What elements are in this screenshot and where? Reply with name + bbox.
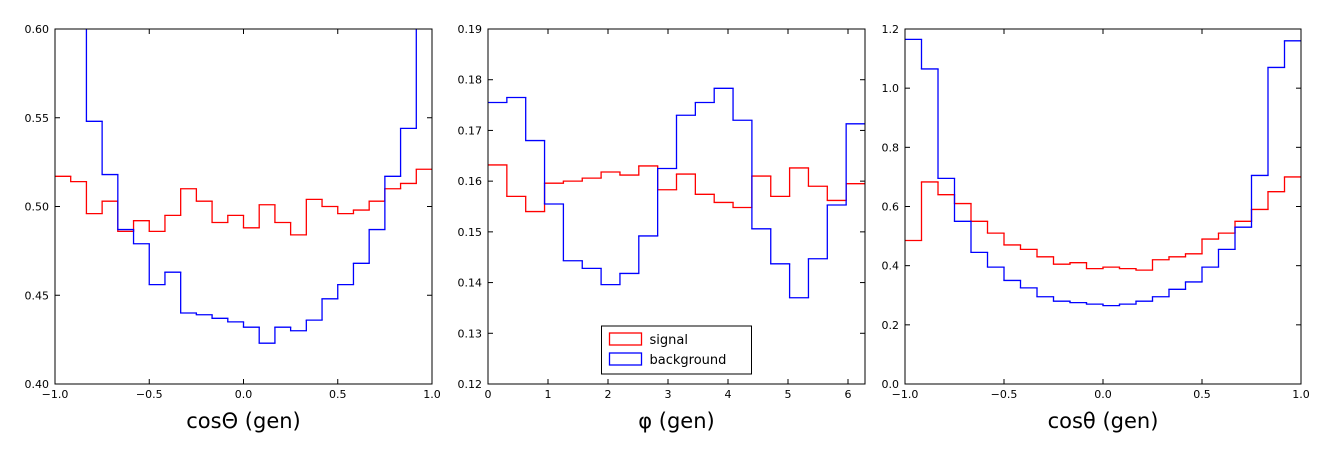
- y-tick-label: 0.2: [882, 319, 900, 332]
- y-tick-label: 0.40: [25, 378, 50, 391]
- y-tick-label: 0.13: [458, 327, 483, 340]
- y-tick-label: 0.45: [25, 289, 50, 302]
- axes-frame: [487, 28, 866, 385]
- x-tick-label: 2: [605, 388, 612, 401]
- x-tick-label: −0.5: [136, 388, 163, 401]
- y-tick-label: 1.0: [882, 82, 900, 95]
- x-tick-label: −0.5: [991, 388, 1018, 401]
- x-tick-label: 0.5: [1193, 388, 1211, 401]
- y-tick-label: 0.50: [25, 201, 50, 214]
- x-tick-label: 0.5: [329, 388, 347, 401]
- x-tick-label: 1.0: [1292, 388, 1310, 401]
- y-tick-label: 0.6: [882, 201, 900, 214]
- x-tick-label: −1.0: [892, 388, 919, 401]
- y-tick-label: 0.17: [458, 124, 483, 137]
- x-tick-label: 5: [785, 388, 792, 401]
- x-tick-label: 3: [665, 388, 672, 401]
- x-tick-label: −1.0: [42, 388, 69, 401]
- x-tick-label: 0.0: [235, 388, 253, 401]
- x-tick-label: 0.0: [1094, 388, 1112, 401]
- y-tick-label: 0.60: [25, 23, 50, 36]
- y-tick-label: 0.0: [882, 378, 900, 391]
- y-tick-label: 0.55: [25, 112, 50, 125]
- legend-label: signal: [650, 333, 688, 348]
- y-tick-label: 1.2: [882, 23, 900, 36]
- y-tick-label: 0.15: [458, 226, 483, 239]
- y-tick-label: 0.14: [458, 277, 483, 290]
- y-tick-label: 0.12: [458, 378, 483, 391]
- x-tick-label: 1.0: [423, 388, 441, 401]
- legend-box: [601, 325, 752, 375]
- x-tick-label: 6: [845, 388, 852, 401]
- y-tick-label: 0.16: [458, 175, 483, 188]
- legend-label: background: [650, 353, 727, 368]
- legend-swatch: [608, 352, 643, 366]
- y-tick-label: 0.8: [882, 141, 900, 154]
- y-tick-label: 0.4: [882, 260, 900, 273]
- y-tick-label: 0.18: [458, 74, 483, 87]
- plot-area: [55, 29, 432, 344]
- x-tick-label: 0: [485, 388, 492, 401]
- x-axis-label: cosθ (gen): [1048, 409, 1159, 433]
- x-axis-label: cosΘ (gen): [186, 409, 301, 433]
- y-tick-label: 0.19: [458, 23, 483, 36]
- axes-frame: [54, 28, 433, 385]
- x-axis-label: φ (gen): [638, 409, 714, 433]
- x-tick-label: 4: [725, 388, 732, 401]
- axes-frame: [904, 28, 1302, 385]
- plot-area: [488, 87, 865, 299]
- x-tick-label: 1: [545, 388, 552, 401]
- plot-area: [905, 38, 1301, 307]
- legend-swatch: [608, 332, 643, 346]
